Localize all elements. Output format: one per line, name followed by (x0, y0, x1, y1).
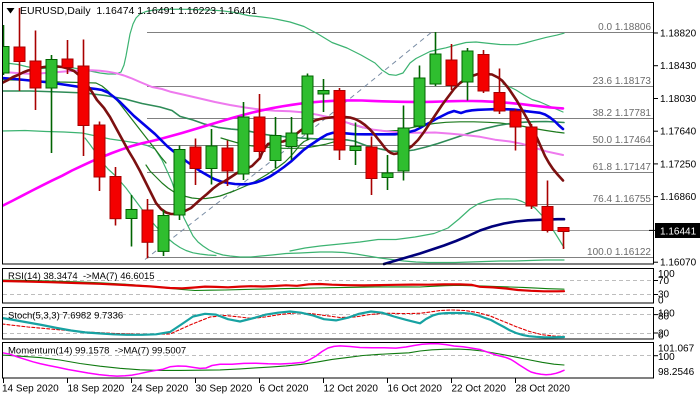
svg-text:1.17250: 1.17250 (660, 159, 697, 170)
svg-text:100.0 1.16122: 100.0 1.16122 (587, 247, 651, 258)
svg-text:6 Oct 2020: 6 Oct 2020 (260, 384, 309, 395)
svg-text:22 Oct 2020: 22 Oct 2020 (452, 384, 507, 395)
svg-text:70: 70 (658, 276, 670, 287)
svg-text:30: 30 (658, 290, 670, 301)
svg-text:100: 100 (658, 352, 675, 363)
svg-text:24 Sep 2020: 24 Sep 2020 (132, 384, 189, 395)
svg-text:61.8 1.17147: 61.8 1.17147 (593, 162, 652, 173)
svg-text:0: 0 (658, 330, 664, 341)
svg-text:18 Sep 2020: 18 Sep 2020 (68, 384, 125, 395)
svg-text:101.067: 101.067 (658, 344, 695, 355)
svg-text:1.18430: 1.18430 (660, 61, 697, 72)
svg-text:80: 80 (658, 311, 670, 322)
svg-text:Stoch(5,3,3) 7.6982 9.7336: Stoch(5,3,3) 7.6982 9.7336 (8, 311, 123, 322)
svg-text:76.4 1.16755: 76.4 1.16755 (593, 194, 652, 205)
svg-text:20: 20 (658, 328, 670, 339)
svg-text:Momentum(14) 99.1578 ->MA(7): Momentum(14) 99.1578 ->MA(7) 99.5007 (8, 346, 186, 357)
svg-text:1.17640: 1.17640 (660, 127, 697, 138)
svg-text:100: 100 (658, 269, 675, 280)
svg-text:38.2 1.17781: 38.2 1.17781 (593, 108, 652, 119)
svg-text:14 Sep 2020: 14 Sep 2020 (2, 384, 59, 395)
svg-text:98.2546: 98.2546 (658, 367, 695, 378)
svg-text:0.0 1.18806: 0.0 1.18806 (598, 22, 651, 33)
svg-text:100: 100 (658, 309, 675, 320)
svg-text:RSI(14) 38.3474 ->MA(7) 46.60: RSI(14) 38.3474 ->MA(7) 46.6015 (8, 271, 155, 282)
svg-text:1.18030: 1.18030 (660, 94, 697, 105)
svg-text:1.16860: 1.16860 (660, 192, 697, 203)
svg-text:1.16070: 1.16070 (660, 258, 697, 269)
svg-text:30 Sep 2020: 30 Sep 2020 (196, 384, 253, 395)
svg-text:1.18820: 1.18820 (660, 29, 697, 40)
svg-text:50.0 1.17464: 50.0 1.17464 (593, 135, 652, 146)
svg-text:0: 0 (658, 296, 664, 307)
svg-text:16 Oct 2020: 16 Oct 2020 (388, 384, 443, 395)
svg-text:23.6 1.18173: 23.6 1.18173 (593, 76, 652, 87)
svg-text:1.16441: 1.16441 (660, 227, 697, 238)
svg-text:12 Oct 2020: 12 Oct 2020 (324, 384, 379, 395)
svg-text:EURUSD,Daily 1.16474 1.16491: EURUSD,Daily 1.16474 1.16491 1.16223 1.1… (20, 5, 257, 17)
svg-text:28 Oct 2020: 28 Oct 2020 (516, 384, 571, 395)
